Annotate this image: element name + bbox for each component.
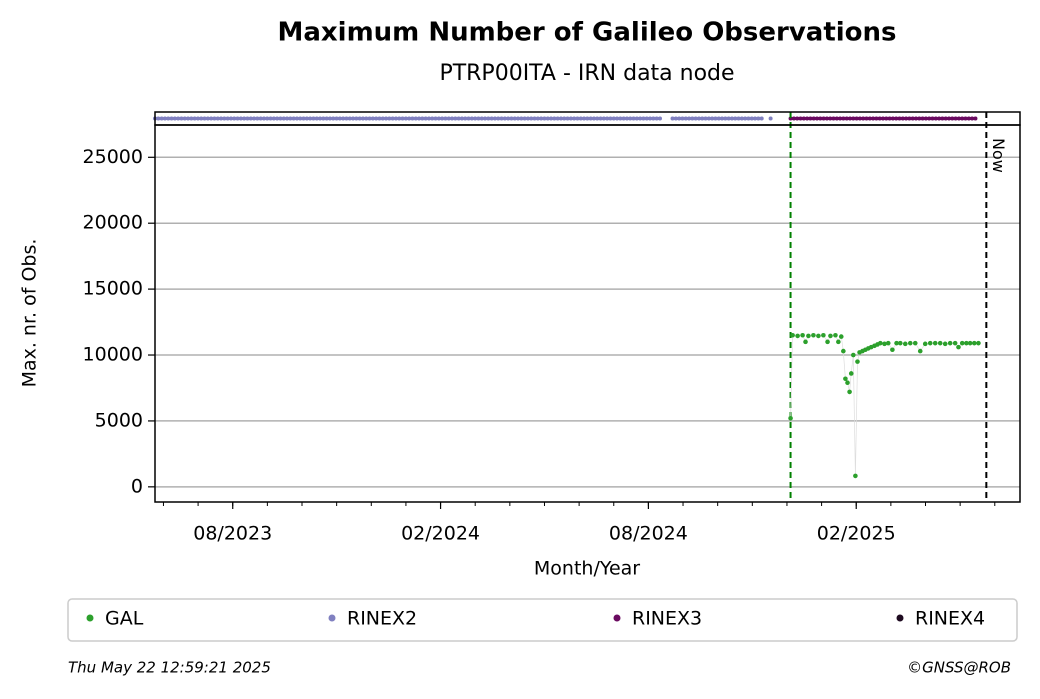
y-axis-title: Max. nr. of Obs. — [19, 239, 41, 388]
y-tick-label: 25000 — [83, 146, 143, 168]
data-point — [803, 339, 808, 345]
strip-frame — [154, 111, 1021, 126]
data-point — [894, 340, 899, 346]
data-point — [927, 340, 933, 346]
data-point — [811, 332, 816, 338]
y-tick-label: 0 — [131, 475, 143, 497]
now-label: Now — [989, 138, 1008, 173]
data-point — [806, 333, 811, 339]
legend-marker — [896, 614, 904, 622]
legend-box — [67, 598, 1018, 642]
x-tick-label: 08/2024 — [609, 523, 688, 545]
data-point — [890, 347, 895, 353]
data-point — [932, 340, 938, 346]
data-point — [885, 340, 891, 346]
data-point — [942, 341, 948, 347]
data-point — [841, 348, 846, 354]
data-point — [828, 333, 833, 339]
data-point — [800, 332, 805, 338]
data-point — [964, 340, 969, 346]
data-point — [838, 334, 844, 339]
data-point — [882, 341, 887, 347]
x-tick-label: 02/2025 — [817, 523, 896, 545]
chart-title: Maximum Number of Galileo Observations — [277, 18, 896, 48]
data-point — [788, 415, 793, 421]
data-point — [843, 376, 848, 382]
data-point — [959, 340, 965, 346]
data-point — [853, 473, 858, 479]
data-point — [836, 339, 841, 345]
legend-marker — [328, 614, 336, 622]
data-point — [902, 341, 908, 347]
y-tick-label: 5000 — [95, 409, 143, 431]
data-point — [947, 340, 953, 346]
series-trace — [790, 334, 979, 476]
data-point — [907, 340, 913, 346]
data-point — [971, 340, 977, 346]
data-point — [917, 348, 923, 354]
x-axis-title: Month/Year — [534, 558, 640, 580]
data-point — [878, 340, 883, 346]
legend-label: RINEX3 — [632, 608, 702, 630]
data-point — [952, 340, 958, 346]
x-tick-label: 02/2024 — [401, 523, 480, 545]
legend-label: RINEX2 — [347, 608, 417, 630]
data-point — [967, 340, 973, 346]
data-point — [937, 340, 943, 346]
data-point — [845, 380, 850, 386]
data-point — [855, 359, 860, 364]
data-point — [922, 341, 928, 347]
legend-marker — [613, 614, 621, 622]
data-point — [897, 340, 903, 346]
legend-marker — [86, 614, 94, 622]
legend-label: RINEX4 — [915, 608, 985, 630]
data-point — [848, 371, 854, 376]
y-tick-label: 15000 — [83, 278, 143, 300]
data-point — [790, 332, 795, 338]
data-point — [956, 344, 961, 350]
y-tick-label: 10000 — [83, 344, 143, 366]
data-point — [821, 332, 826, 338]
data-point — [833, 332, 838, 338]
x-tick-label: 08/2023 — [193, 523, 272, 545]
chart-subtitle: PTRP00ITA - IRN data node — [439, 61, 734, 86]
y-tick-label: 20000 — [83, 212, 143, 234]
timestamp: Thu May 22 12:59:21 2025 — [68, 659, 271, 677]
data-point — [851, 352, 856, 358]
data-point — [816, 333, 821, 339]
legend-label: GAL — [105, 608, 144, 630]
credit: ©GNSS@ROB — [907, 659, 1011, 677]
data-point — [976, 340, 981, 346]
data-point — [847, 389, 852, 395]
data-point — [795, 333, 800, 339]
plot-frame — [154, 124, 1021, 503]
data-point — [912, 340, 918, 346]
data-point — [825, 339, 830, 345]
